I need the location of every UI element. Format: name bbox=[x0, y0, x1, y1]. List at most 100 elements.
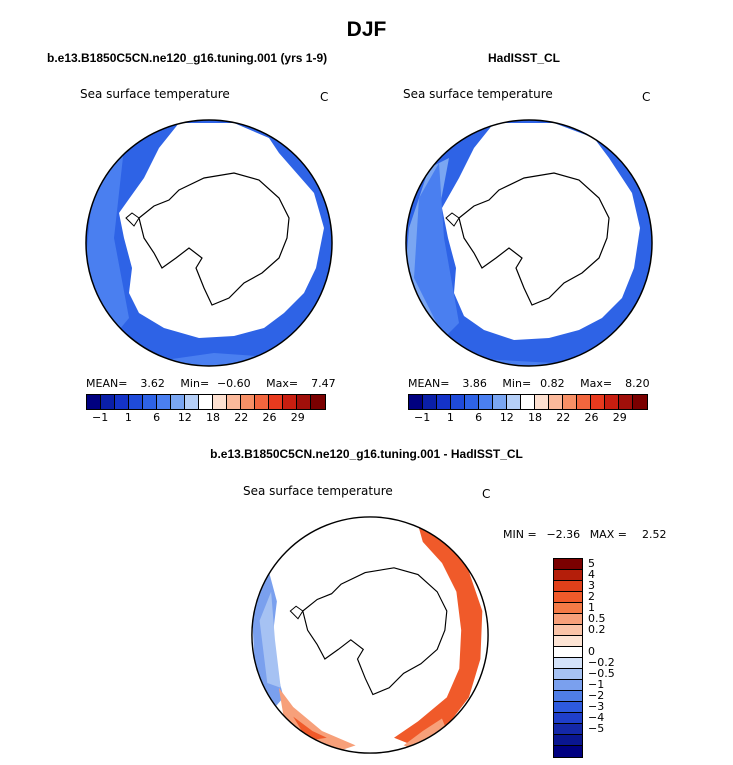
panel-3-warm-anomaly bbox=[394, 524, 483, 746]
colorbar-swatch bbox=[591, 395, 605, 409]
colorbar-tick-label: −2 bbox=[588, 688, 605, 702]
panel-1-stats: MEAN= 3.62 Min= −0.60 Max= 7.47 bbox=[86, 377, 336, 390]
colorbar-swatch bbox=[185, 395, 199, 409]
colorbar-tick-label: 12 bbox=[499, 411, 514, 424]
panel-3-map bbox=[251, 516, 489, 754]
colorbar-swatch bbox=[554, 614, 582, 625]
colorbar-swatch bbox=[554, 702, 582, 713]
colorbar-swatch bbox=[87, 395, 101, 409]
colorbar-swatch bbox=[619, 395, 633, 409]
colorbar-tick-label: 18 bbox=[206, 411, 221, 424]
colorbar-swatch bbox=[409, 395, 423, 409]
panel-1-map-border bbox=[85, 119, 333, 367]
colorbar-tick-label: 29 bbox=[612, 411, 627, 424]
colorbar-swatch bbox=[554, 647, 582, 658]
colorbar-tick-label: 0.2 bbox=[588, 622, 606, 636]
colorbar-tick-label: −3 bbox=[588, 699, 605, 713]
panel-1-antarctica-outline bbox=[138, 172, 290, 306]
colorbar-swatch bbox=[554, 592, 582, 603]
panel-2-units: C bbox=[642, 90, 651, 104]
colorbar-swatch bbox=[255, 395, 269, 409]
colorbar-tick-label: −1 bbox=[588, 677, 605, 691]
colorbar-swatch bbox=[269, 395, 283, 409]
colorbar-swatch bbox=[554, 658, 582, 669]
colorbar-tick-label: −4 bbox=[588, 710, 605, 724]
colorbar-swatch bbox=[554, 636, 582, 647]
panel-2-title: HadISST_CL bbox=[488, 51, 561, 65]
colorbar-swatch bbox=[605, 395, 619, 409]
colorbar-swatch bbox=[554, 735, 582, 746]
colorbar-swatch bbox=[227, 395, 241, 409]
colorbar-swatch bbox=[549, 395, 563, 409]
figure-title: DJF bbox=[346, 18, 387, 41]
panel-2-colorbar bbox=[408, 394, 648, 410]
colorbar-tick-label: 26 bbox=[262, 411, 277, 424]
colorbar-tick-label: 0 bbox=[588, 644, 595, 658]
mean-label: MEAN= bbox=[86, 377, 128, 390]
colorbar-swatch bbox=[213, 395, 227, 409]
colorbar-tick-label: 29 bbox=[290, 411, 305, 424]
panel-1-variable: Sea surface temperature bbox=[80, 87, 230, 101]
panel-2-antarctica-outline bbox=[458, 172, 610, 306]
colorbar-swatch bbox=[563, 395, 577, 409]
colorbar-tick-label: −0.5 bbox=[588, 666, 615, 680]
colorbar-tick-label: 6 bbox=[153, 411, 161, 424]
panel-1-title: b.e13.B1850C5CN.ne120_g16.tuning.001 (yr… bbox=[47, 51, 328, 65]
colorbar-swatch bbox=[171, 395, 185, 409]
colorbar-swatch bbox=[199, 395, 213, 409]
colorbar-swatch bbox=[451, 395, 465, 409]
mean-label: MEAN= bbox=[408, 377, 450, 390]
colorbar-swatch bbox=[437, 395, 451, 409]
colorbar-tick-label: −0.2 bbox=[588, 655, 615, 669]
colorbar-swatch bbox=[535, 395, 549, 409]
colorbar-tick-label: 1 bbox=[588, 600, 595, 614]
panel-2-stats: MEAN= 3.86 Min= 0.82 Max= 8.20 bbox=[408, 377, 650, 390]
colorbar-swatch bbox=[521, 395, 535, 409]
colorbar-tick-label: 1 bbox=[124, 411, 132, 424]
colorbar-swatch bbox=[283, 395, 297, 409]
colorbar-tick-label: 4 bbox=[588, 567, 595, 581]
colorbar-swatch bbox=[554, 724, 582, 735]
colorbar-swatch bbox=[297, 395, 311, 409]
max-label: Max= bbox=[580, 377, 613, 390]
panel-3-units: C bbox=[482, 487, 491, 501]
colorbar-tick-label: −5 bbox=[588, 721, 605, 735]
colorbar-tick-label: 3 bbox=[588, 578, 595, 592]
colorbar-swatch bbox=[577, 395, 591, 409]
colorbar-tick-label: 2 bbox=[588, 589, 595, 603]
colorbar-swatch bbox=[554, 581, 582, 592]
colorbar-swatch bbox=[554, 559, 582, 570]
panel-3-antarctica-outline bbox=[302, 567, 448, 696]
panel-1-colorbar bbox=[86, 394, 326, 410]
colorbar-tick-label: 26 bbox=[584, 411, 599, 424]
colorbar-swatch bbox=[554, 603, 582, 614]
colorbar-swatch bbox=[554, 680, 582, 691]
colorbar-swatch bbox=[129, 395, 143, 409]
min-label: Min= bbox=[180, 377, 210, 390]
min-value: −2.36 bbox=[546, 528, 581, 541]
panel-2-map bbox=[405, 119, 653, 367]
colorbar-swatch bbox=[633, 395, 647, 409]
colorbar-swatch bbox=[115, 395, 129, 409]
colorbar-swatch bbox=[423, 395, 437, 409]
colorbar-tick-label: −1 bbox=[414, 411, 431, 424]
colorbar-swatch bbox=[143, 395, 157, 409]
colorbar-swatch bbox=[241, 395, 255, 409]
panel-1-map bbox=[85, 119, 333, 367]
mean-value: 3.86 bbox=[462, 377, 487, 390]
max-value: 7.47 bbox=[311, 377, 336, 390]
colorbar-swatch bbox=[554, 691, 582, 702]
colorbar-swatch bbox=[101, 395, 115, 409]
colorbar-tick-label: 1 bbox=[446, 411, 454, 424]
colorbar-swatch bbox=[479, 395, 493, 409]
colorbar-swatch bbox=[554, 625, 582, 636]
colorbar-swatch bbox=[554, 570, 582, 581]
colorbar-tick-label: −1 bbox=[92, 411, 109, 424]
max-label: MAX = bbox=[589, 528, 627, 541]
panel-3-variable: Sea surface temperature bbox=[243, 484, 393, 498]
colorbar-tick-label: 22 bbox=[556, 411, 571, 424]
colorbar-tick-label: 0.5 bbox=[588, 611, 606, 625]
colorbar-swatch bbox=[554, 713, 582, 724]
colorbar-swatch bbox=[554, 669, 582, 680]
panel-3-colorbar bbox=[553, 558, 583, 758]
